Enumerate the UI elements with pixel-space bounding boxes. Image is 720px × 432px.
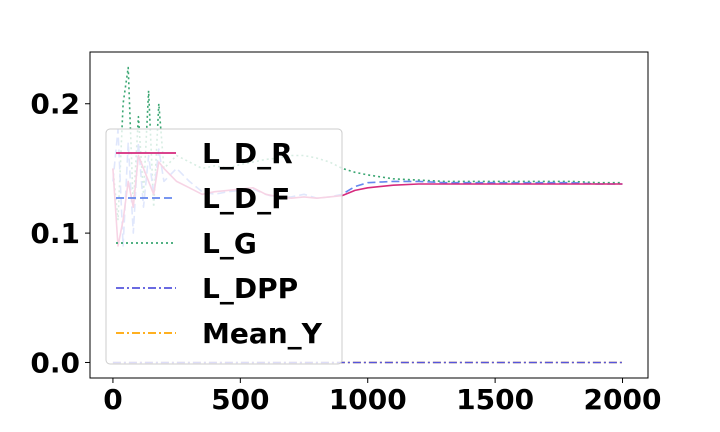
x-tick-label: 1500 [456, 383, 534, 416]
legend-box [105, 128, 343, 365]
y-tick-label: 0.1 [30, 217, 80, 250]
legend: L_D_R L_D_F L_G L_DPP Mean_Y [105, 128, 343, 365]
x-tick-label: 2000 [584, 383, 662, 416]
legend-label-mean-y: Mean_Y [202, 317, 323, 350]
x-axis: 0 500 1000 1500 2000 [103, 378, 661, 416]
x-tick-label: 0 [103, 383, 122, 416]
legend-label-l-d-r: L_D_R [202, 137, 293, 170]
legend-label-l-g: L_G [202, 227, 257, 260]
series-line-l-g [112, 66, 623, 221]
y-tick-label: 0.0 [30, 346, 80, 379]
plot-frame [89, 51, 649, 379]
y-tick-label: 0.2 [30, 88, 80, 121]
x-tick-label: 1000 [329, 383, 407, 416]
y-axis: 0.0 0.1 0.2 [30, 88, 90, 379]
x-tick-label: 500 [211, 383, 269, 416]
legend-label-l-d-f: L_D_F [202, 182, 290, 215]
legend-label-l-dpp: L_DPP [202, 272, 298, 305]
